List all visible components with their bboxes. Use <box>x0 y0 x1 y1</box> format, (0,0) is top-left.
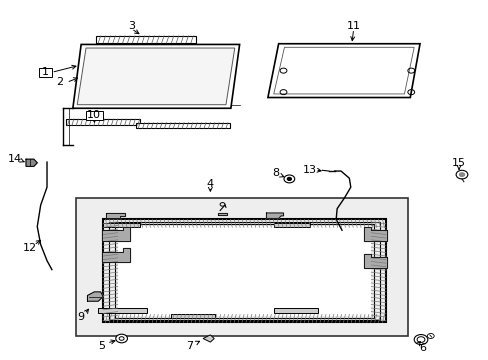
Text: 1: 1 <box>42 67 49 77</box>
Polygon shape <box>87 292 103 301</box>
Bar <box>85 111 102 120</box>
Text: 5: 5 <box>99 341 105 351</box>
Bar <box>171 314 215 318</box>
Text: 9: 9 <box>77 312 84 322</box>
Bar <box>98 308 147 313</box>
Polygon shape <box>105 213 125 218</box>
Bar <box>273 223 310 227</box>
Bar <box>118 226 370 316</box>
Polygon shape <box>26 159 37 166</box>
Text: 11: 11 <box>346 21 360 31</box>
Bar <box>76 198 407 336</box>
Polygon shape <box>73 44 239 108</box>
Circle shape <box>287 177 291 180</box>
Circle shape <box>116 334 127 343</box>
Text: 4: 4 <box>206 179 213 189</box>
Polygon shape <box>273 47 413 94</box>
Polygon shape <box>102 248 130 262</box>
Text: 12: 12 <box>23 243 37 253</box>
Polygon shape <box>102 226 130 241</box>
Circle shape <box>416 337 424 342</box>
Bar <box>40 68 52 77</box>
Circle shape <box>455 170 467 179</box>
Circle shape <box>413 334 427 345</box>
Bar <box>115 224 373 318</box>
Text: 6: 6 <box>418 343 425 353</box>
Bar <box>65 119 140 126</box>
Polygon shape <box>266 213 283 219</box>
Text: 15: 15 <box>451 158 465 168</box>
Polygon shape <box>267 44 419 98</box>
Text: 7: 7 <box>186 341 193 351</box>
Text: 13: 13 <box>302 165 316 175</box>
Polygon shape <box>363 226 386 241</box>
Circle shape <box>427 333 433 338</box>
Text: 2: 2 <box>57 77 63 87</box>
Polygon shape <box>217 213 227 215</box>
Circle shape <box>459 173 464 176</box>
Bar <box>136 123 229 129</box>
Text: 14: 14 <box>8 154 22 164</box>
Bar <box>96 36 195 43</box>
Text: 10: 10 <box>87 111 101 121</box>
Polygon shape <box>77 48 234 105</box>
Polygon shape <box>363 253 386 268</box>
Bar <box>109 222 379 320</box>
Bar <box>273 308 317 313</box>
Polygon shape <box>203 335 214 342</box>
Text: 3: 3 <box>128 21 135 31</box>
Bar <box>103 223 140 227</box>
Bar <box>103 220 385 322</box>
Circle shape <box>284 175 294 183</box>
Text: 8: 8 <box>272 168 279 178</box>
